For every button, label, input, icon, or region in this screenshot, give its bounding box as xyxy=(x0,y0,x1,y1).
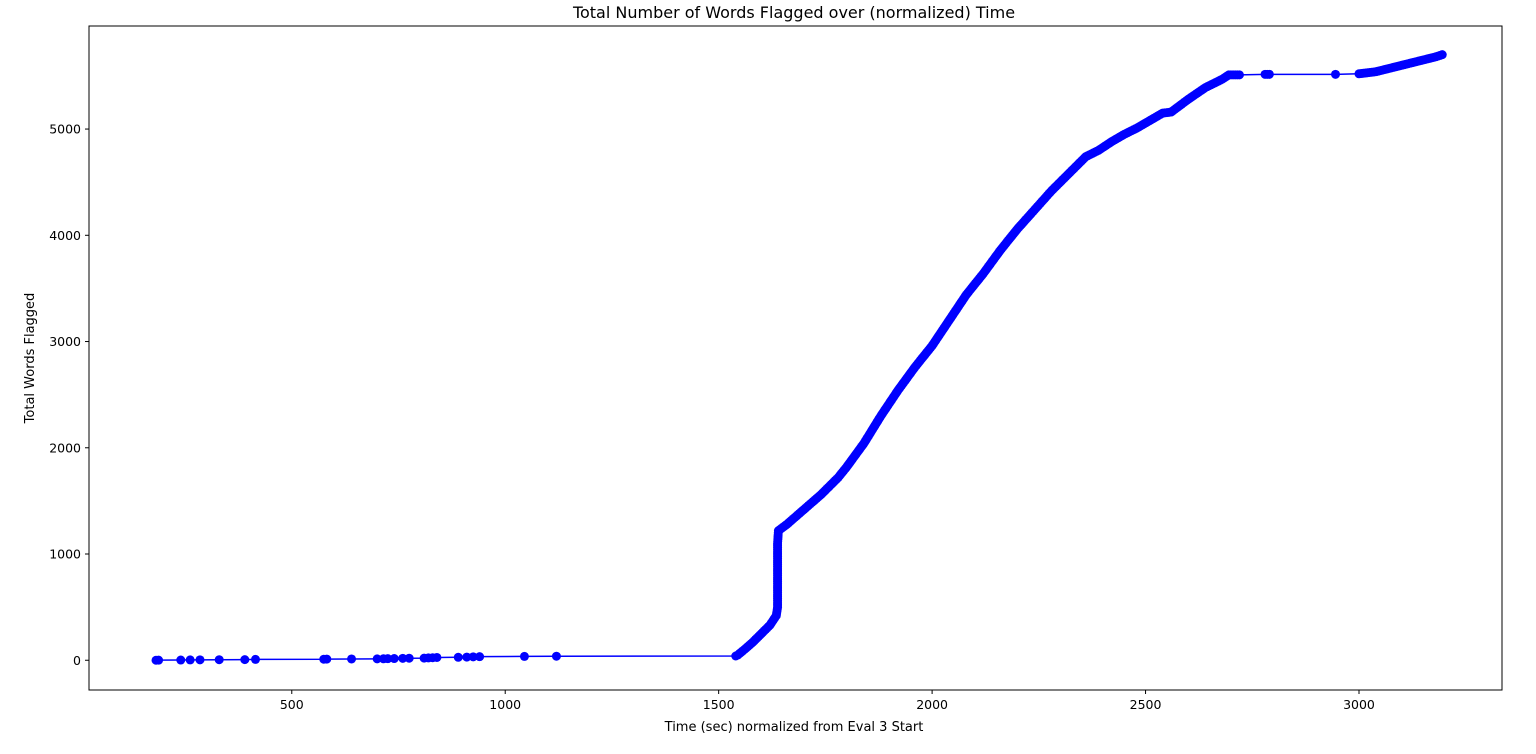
x-tick-label: 1000 xyxy=(489,697,521,712)
data-point xyxy=(551,651,561,661)
data-point xyxy=(372,654,382,664)
data-point xyxy=(240,655,250,665)
y-tick-label: 4000 xyxy=(49,228,81,243)
data-point xyxy=(154,655,164,665)
data-point xyxy=(185,655,195,665)
data-point xyxy=(322,654,332,664)
x-tick-label: 1500 xyxy=(703,697,735,712)
data-point xyxy=(398,653,408,663)
axes-frame xyxy=(88,25,1503,691)
x-tick-label: 2500 xyxy=(1130,697,1162,712)
data-point xyxy=(383,654,393,664)
data-point xyxy=(453,652,463,662)
y-tick-label: 1000 xyxy=(49,547,81,562)
data-point xyxy=(462,652,472,662)
data-point xyxy=(1331,69,1341,79)
y-tick-label: 0 xyxy=(73,653,81,668)
data-point xyxy=(519,651,529,661)
data-point xyxy=(468,652,478,662)
data-point xyxy=(432,652,442,662)
y-tick-label: 3000 xyxy=(49,334,81,349)
x-tick-label: 3000 xyxy=(1343,697,1375,712)
data-point xyxy=(1437,50,1447,60)
data-point xyxy=(1264,69,1274,79)
plot-area: 500 1000 1500 2000 2500 3000 0 1000 2000 3000 4000… xyxy=(49,25,1503,712)
y-tick-label: 5000 xyxy=(49,122,81,137)
data-point xyxy=(176,655,186,665)
data-point xyxy=(214,655,224,665)
y-axis-label: Total Words Flagged xyxy=(23,293,38,425)
x-tick-label: 500 xyxy=(280,697,304,712)
data-point xyxy=(475,652,485,662)
x-axis-label: Time (sec) normalized from Eval 3 Start xyxy=(664,720,924,735)
data-point xyxy=(389,654,399,664)
data-point xyxy=(404,653,414,663)
series-markers xyxy=(151,50,1447,665)
data-point xyxy=(1234,70,1244,80)
data-point xyxy=(195,655,205,665)
x-tick-label: 2000 xyxy=(916,697,948,712)
data-point xyxy=(347,654,357,664)
data-point xyxy=(250,654,260,664)
chart-title: Total Number of Words Flagged over (norm… xyxy=(572,3,1015,22)
y-tick-label: 2000 xyxy=(49,440,81,455)
